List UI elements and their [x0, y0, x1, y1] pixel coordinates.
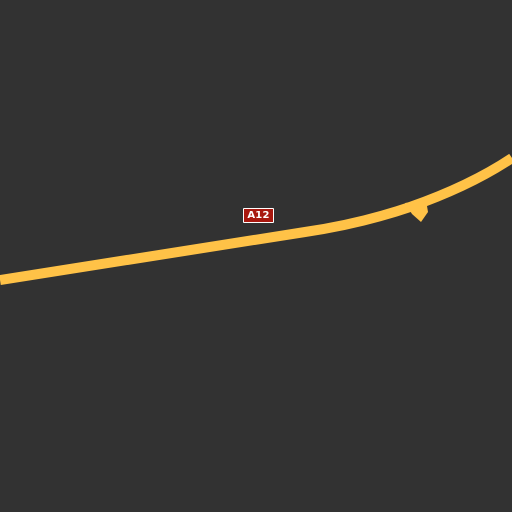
road-junction-marker	[405, 200, 428, 222]
road-shield-label: A12	[247, 210, 270, 221]
road-shield-a12: A12	[243, 208, 274, 223]
